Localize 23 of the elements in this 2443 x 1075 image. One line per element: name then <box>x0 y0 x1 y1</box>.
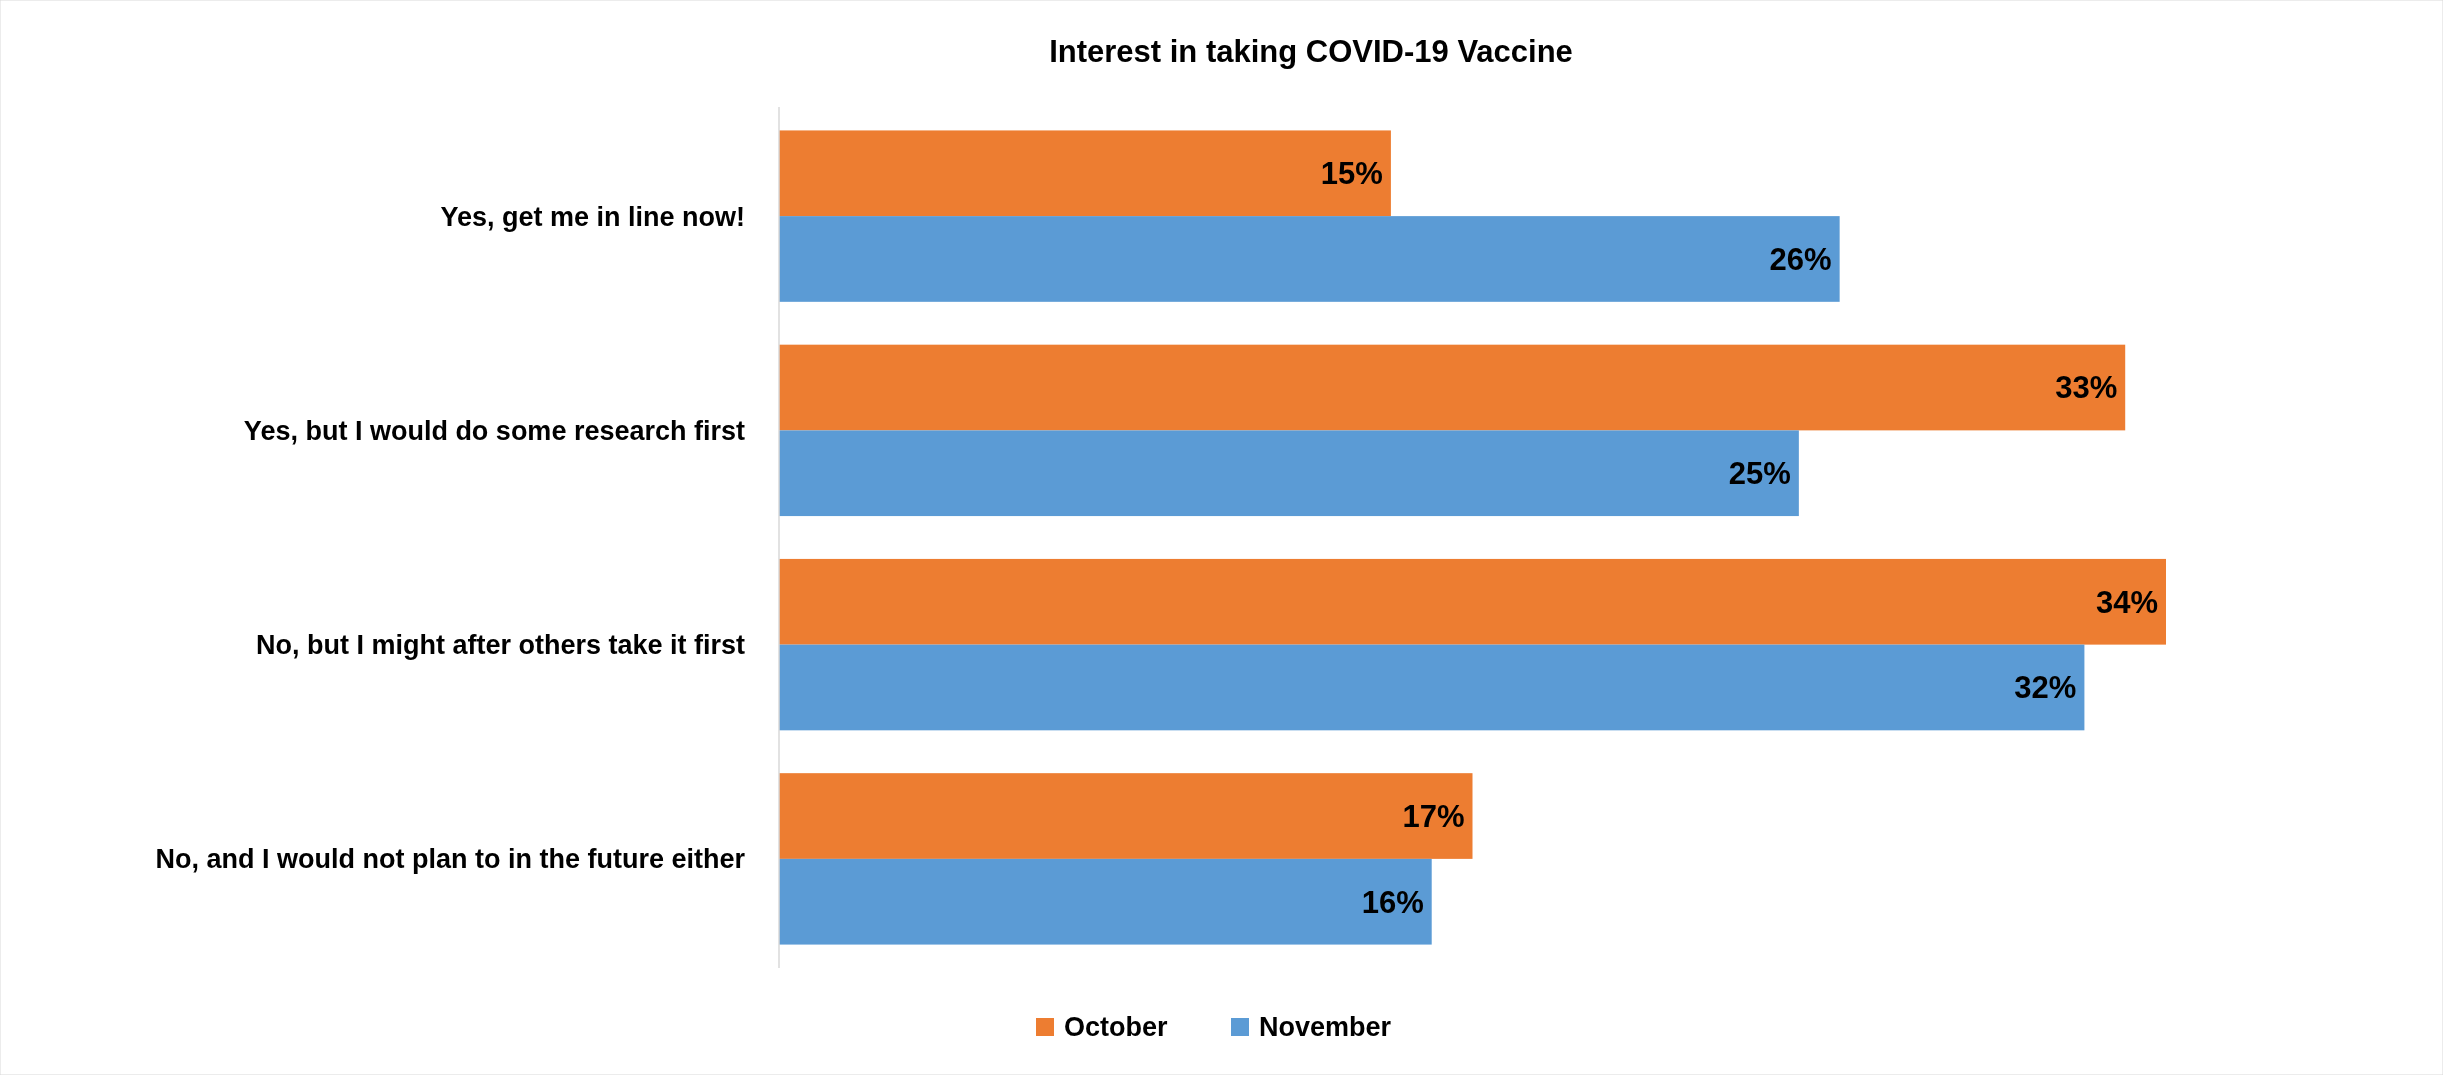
y-tick-label: Yes, get me in line now! <box>440 201 745 232</box>
bar <box>779 858 1432 945</box>
bar <box>779 558 2166 645</box>
data-label: 15% <box>1320 156 1383 192</box>
bar <box>779 216 1840 302</box>
bar <box>779 130 1391 217</box>
y-tick-label: Yes, but I would do some research first <box>243 415 745 446</box>
data-label: 32% <box>2014 670 2077 706</box>
bar <box>779 430 1799 517</box>
y-tick-label: No, but I might after others take it first <box>255 630 746 661</box>
y-tick-label: No, and I would not plan to in the future either <box>155 844 746 875</box>
data-label: 26% <box>1769 241 1832 277</box>
data-label: 33% <box>2055 370 2118 406</box>
data-label: 17% <box>1402 798 1465 834</box>
chart-title: Interest in taking COVID-19 Vaccine <box>1049 34 1573 69</box>
bar <box>779 644 2085 731</box>
legend-label: November <box>1259 1012 1392 1043</box>
bar <box>779 773 1473 859</box>
data-label: 25% <box>1728 456 1791 492</box>
bar <box>779 344 2126 431</box>
data-label: 16% <box>1361 884 1424 920</box>
legend-label: October <box>1064 1012 1169 1043</box>
data-label: 34% <box>2095 584 2158 620</box>
